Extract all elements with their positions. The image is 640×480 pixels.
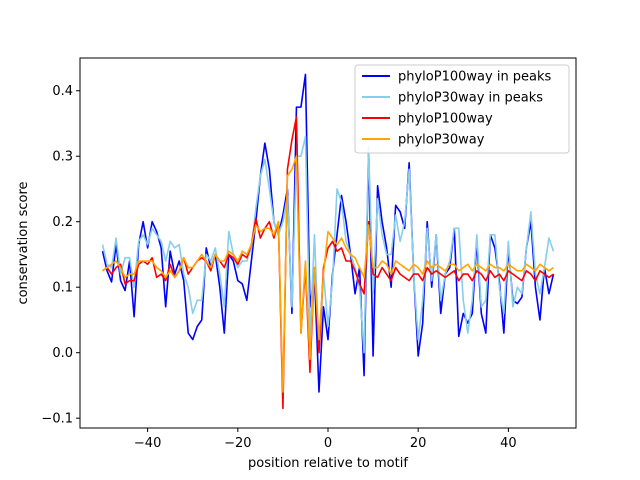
y-tick-label: 0.3 [52, 150, 73, 165]
x-tick-label: 0 [324, 436, 332, 451]
series-line-phylop30way [102, 155, 554, 393]
x-tick-label: −40 [134, 436, 161, 451]
x-tick-label: 40 [500, 436, 517, 451]
legend: phyloP100way in peaks phyloP30way in pea… [354, 64, 570, 154]
y-tick-label: 0.4 [52, 84, 73, 99]
x-tick-label: −20 [224, 436, 251, 451]
x-axis-ticks: −40 −20 0 20 40 [134, 428, 517, 451]
y-tick-label: 0.0 [52, 346, 73, 361]
legend-label-phylop100way-in-peaks: phyloP100way in peaks [398, 70, 552, 85]
series-lines [101, 73, 555, 410]
x-axis-label: position relative to motif [248, 456, 408, 471]
y-tick-label: 0.2 [52, 215, 73, 230]
legend-label-phylop30way-in-peaks: phyloP30way in peaks [398, 91, 543, 106]
y-tick-label: 0.1 [52, 281, 73, 296]
x-tick-label: 20 [410, 436, 427, 451]
y-axis-label: conservation score [16, 181, 31, 304]
legend-frame [354, 64, 570, 154]
legend-label-phylop100way: phyloP100way [398, 112, 493, 127]
y-tick-label: −0.1 [41, 412, 73, 427]
series-line-phylop30way-in-peaks [101, 135, 555, 354]
legend-label-phylop30way: phyloP30way [398, 133, 485, 148]
y-axis-ticks: −0.1 0.0 0.1 0.2 0.3 0.4 [41, 84, 80, 427]
